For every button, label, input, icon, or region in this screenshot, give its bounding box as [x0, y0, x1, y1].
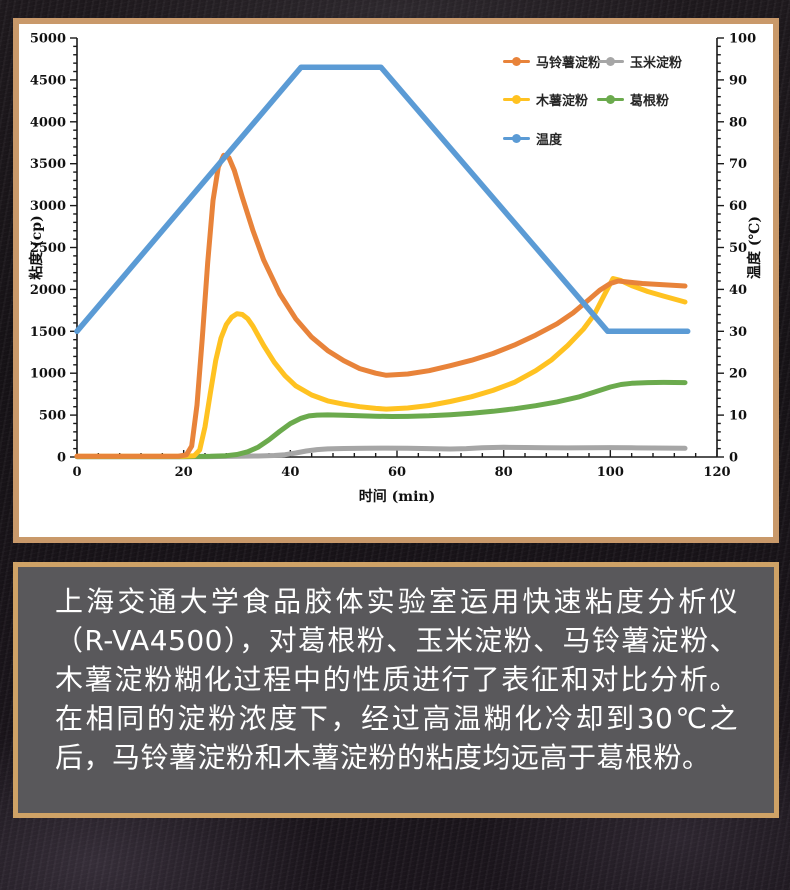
chart-plot-area: 0 500 1000 1500 2000 2500 3000 3500 4000 4500 5000…: [19, 24, 773, 537]
y-right-tick-label: 20: [729, 367, 747, 382]
x-axis-title: 时间 (min): [359, 488, 435, 505]
y-left-tick-label: 0: [57, 451, 66, 466]
y-right-tick-label: 50: [729, 241, 747, 256]
viscosity-temperature-chart: 0500100015002000250030003500400045005000…: [28, 32, 763, 506]
y-right-tick-label: 40: [729, 283, 747, 298]
y-right-tick-label: 30: [729, 325, 747, 340]
tapioca-starch-curve: [74, 276, 688, 459]
x-tick-label: 120: [703, 465, 730, 480]
y-right-tick-label: 80: [729, 115, 747, 130]
y-right-tick-label: 100: [729, 32, 756, 47]
kudzu-powder-curve: [74, 379, 688, 460]
y-left-tick-label: 1500: [30, 325, 66, 340]
y-left-tick-label: 2500: [30, 241, 66, 256]
y-left-tick-label: 4500: [30, 73, 66, 88]
summary-text: 上海交通大学食品胶体实验室运用快速粘度分析仪（R-VA4500），对葛根粉、玉米…: [55, 585, 738, 774]
chart-panel: 0 500 1000 1500 2000 2500 3000 3500 4000 4500 5000…: [13, 18, 779, 543]
y-right-tick-label: 60: [729, 199, 747, 214]
y-left-axis-title: 粘度 (cp): [28, 215, 45, 279]
x-tick-label: 0: [72, 465, 81, 480]
y-left-tick-label: 4000: [30, 115, 66, 130]
y-left-tick-label: 5000: [30, 32, 66, 47]
y-left-tick-label: 500: [39, 409, 66, 424]
y-left-tick-label: 3500: [30, 157, 66, 172]
x-tick-label: 40: [281, 465, 299, 480]
summary-panel: 上海交通大学食品胶体实验室运用快速粘度分析仪（R-VA4500），对葛根粉、玉米…: [13, 562, 779, 818]
y-right-axis-title: 温度 (℃): [746, 216, 763, 279]
y-left-tick-label: 1000: [30, 367, 66, 382]
x-tick-label: 80: [495, 465, 513, 480]
axis-lines: [76, 38, 718, 458]
y-right-tick-label: 70: [729, 157, 747, 172]
y-right-tick-label: 0: [729, 451, 738, 466]
y-left-tick-label: 3000: [30, 199, 66, 214]
x-tick-label: 60: [388, 465, 406, 480]
y-right-tick-label: 10: [729, 409, 747, 424]
potato-starch-curve: [74, 152, 688, 459]
y-right-tick-label: 90: [729, 73, 747, 88]
x-tick-label: 100: [597, 465, 624, 480]
temperature-curve: [74, 64, 691, 335]
x-tick-label: 20: [175, 465, 193, 480]
y-left-tick-label: 2000: [30, 283, 66, 298]
